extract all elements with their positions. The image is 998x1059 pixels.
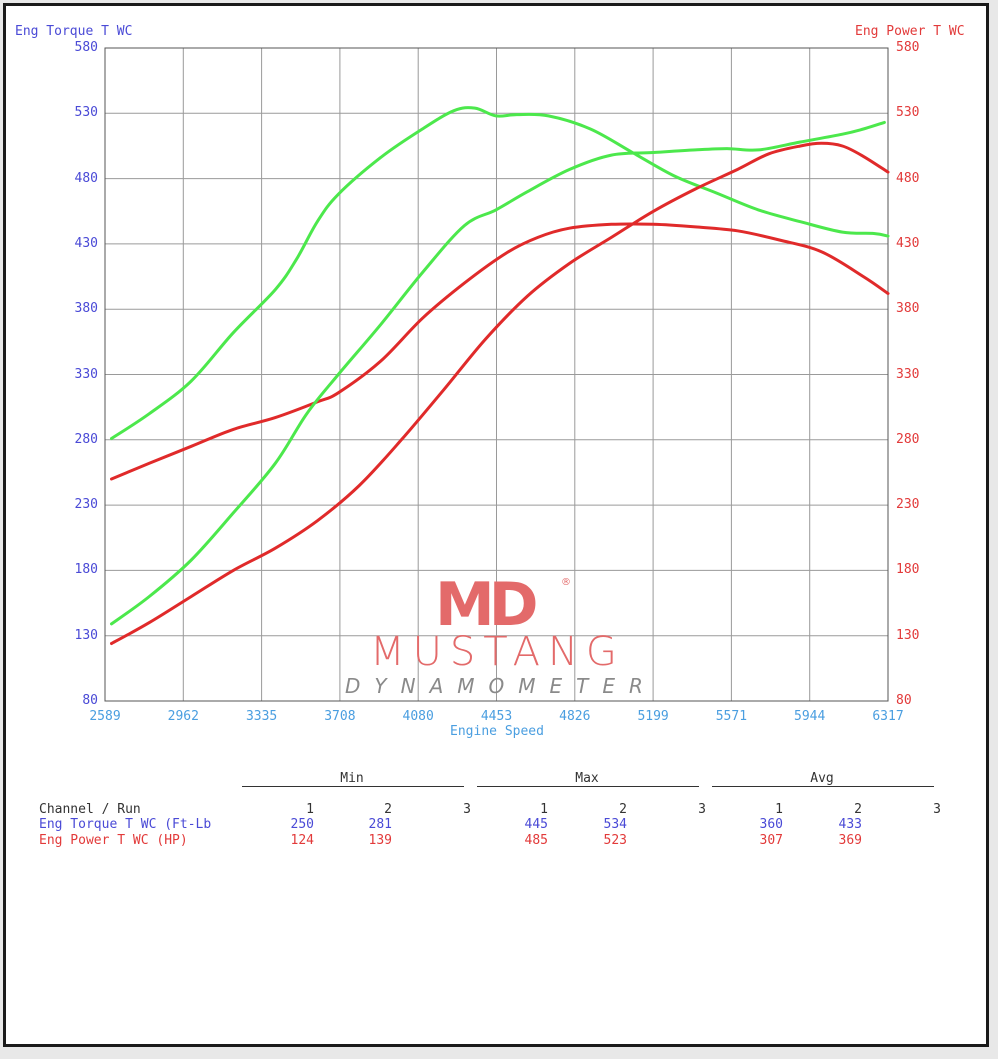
x-tick-label: 4453 [480, 709, 513, 724]
y-tick-label-right: 80 [896, 693, 912, 708]
run-header: 1 [775, 802, 783, 817]
y-tick-label-right: 580 [896, 40, 920, 55]
y-axis-left-title: Eng Torque T WC [15, 24, 133, 39]
y-axis-right-title: Eng Power T WC [855, 24, 965, 39]
x-tick-label: 5571 [715, 709, 748, 724]
y-tick-label-left: 580 [74, 40, 98, 55]
group-title-avg: Avg [810, 771, 834, 786]
power-min-run1: 124 [290, 833, 314, 848]
run-header: 1 [306, 802, 314, 817]
y-tick-label-left: 430 [74, 235, 98, 251]
group-divider-max [477, 786, 699, 787]
x-tick-label: 5199 [637, 709, 669, 724]
torque-max-run1: 445 [524, 817, 548, 832]
logo-registered-mark: ® [561, 577, 571, 588]
power-avg-run1: 307 [759, 833, 783, 848]
group-divider-min [242, 786, 464, 787]
y-tick-label-right: 230 [896, 497, 920, 513]
x-tick-label: 4826 [559, 709, 591, 724]
power-max-run1: 485 [524, 833, 548, 848]
y-tick-label-left: 530 [74, 105, 98, 121]
series-line-run1-power [110, 141, 890, 645]
plot-frame [104, 47, 889, 702]
run-header: 2 [619, 802, 627, 817]
x-tick-label: 3335 [245, 709, 278, 724]
series-line-run2-power [110, 120, 886, 626]
y-tick-label-right: 380 [896, 301, 920, 317]
x-tick-label: 6317 [872, 709, 904, 724]
logo-mustang-text: MUSTANG [370, 629, 625, 675]
y-tick-label-left: 480 [74, 170, 98, 186]
channel-run-header: Channel / Run [39, 802, 141, 817]
y-tick-label-left: 280 [74, 431, 98, 447]
y-tick-label-right: 180 [896, 562, 920, 578]
power-min-run2: 139 [368, 833, 392, 848]
group-title-min: Min [340, 771, 364, 786]
x-tick-label: 3708 [324, 709, 356, 724]
y-tick-label-left: 230 [74, 497, 98, 513]
y-tick-label-right: 330 [896, 366, 920, 382]
group-title-max: Max [575, 771, 599, 786]
y-tick-label-left: 330 [74, 366, 98, 382]
torque-avg-run2: 433 [838, 817, 862, 832]
row-label-torque: Eng Torque T WC (Ft-Lb [39, 817, 212, 832]
chart-series [110, 106, 890, 645]
x-axis-title: Engine Speed [450, 724, 544, 739]
y-tick-label-right: 480 [896, 170, 920, 186]
group-divider-avg [712, 786, 934, 787]
y-tick-label-right: 530 [896, 105, 920, 121]
power-max-run2: 523 [603, 833, 627, 848]
logo-dynamometer-text: DYNAMOMETER [345, 674, 657, 698]
mustang-dynamometer-logo: MD ® MUSTANG DYNAMOMETER [345, 575, 650, 700]
row-label-power: Eng Power T WC (HP) [39, 833, 188, 848]
y-tick-label-left: 130 [74, 627, 98, 643]
run-header: 1 [540, 802, 548, 817]
run-header: 3 [698, 802, 706, 817]
logo-md-mark: MD [435, 570, 538, 640]
torque-avg-run1: 360 [759, 817, 783, 832]
torque-min-run1: 250 [290, 817, 314, 832]
torque-min-run2: 281 [368, 817, 392, 832]
plot-area-border [104, 47, 889, 702]
x-tick-label: 5944 [794, 709, 826, 724]
series-line-run1-torque [110, 222, 890, 481]
run-header: 3 [463, 802, 471, 817]
y-tick-label-right: 430 [896, 235, 920, 251]
x-tick-label: 2589 [89, 709, 121, 724]
y-tick-label-right: 280 [896, 431, 920, 447]
y-tick-label-left: 80 [82, 693, 98, 708]
y-tick-label-right: 130 [896, 627, 920, 643]
run-header: 3 [933, 802, 941, 817]
series-line-run2-torque [110, 106, 890, 440]
y-tick-label-left: 380 [74, 301, 98, 317]
run-header: 2 [384, 802, 392, 817]
power-avg-run2: 369 [838, 833, 862, 848]
x-tick-label: 2962 [167, 709, 199, 724]
torque-max-run2: 534 [603, 817, 627, 832]
y-tick-label-left: 180 [74, 562, 98, 578]
run-header: 2 [854, 802, 862, 817]
x-tick-label: 4080 [402, 709, 434, 724]
